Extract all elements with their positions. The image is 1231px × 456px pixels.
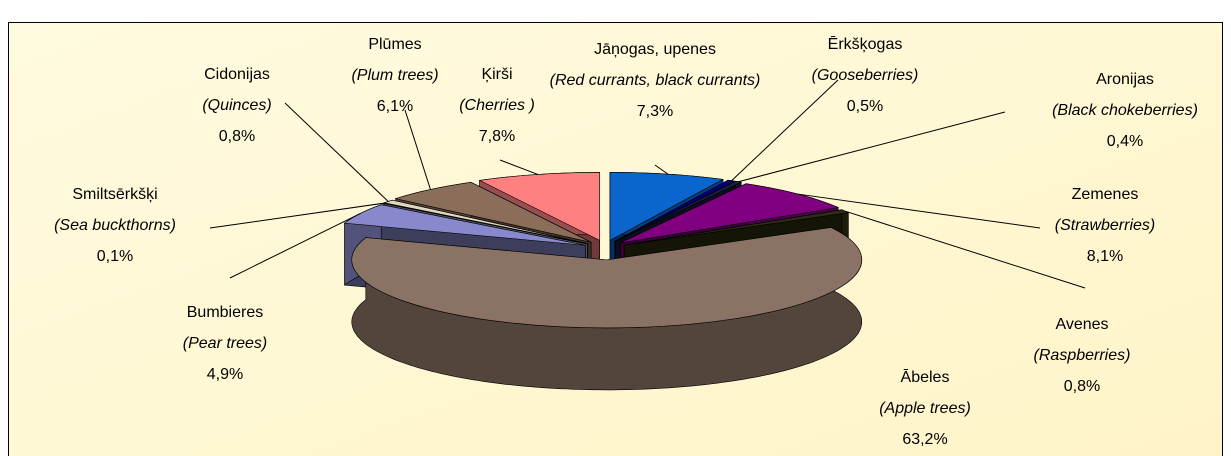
category-label: Ērkšķogas [828, 35, 903, 53]
pie-slice [478, 172, 600, 241]
value-label: 7,3% [637, 103, 673, 120]
leader-line [284, 102, 389, 202]
category-label: Ābeles [901, 368, 950, 386]
value-label: 8,1% [1087, 248, 1123, 265]
translation-label: (Raspberries) [1034, 347, 1131, 364]
translation-label: (Strawberries) [1055, 217, 1155, 234]
category-label: Plūmes [368, 36, 421, 53]
leader-line [797, 193, 1041, 229]
translation-label: (Quinces) [202, 97, 271, 114]
category-label: Avenes [1055, 316, 1108, 333]
pie-slice [351, 227, 863, 329]
value-label: 0,8% [1064, 378, 1100, 395]
category-label: Cidonijas [204, 66, 270, 83]
leader-line [229, 213, 361, 279]
category-label: Smiltsērkšķi [72, 186, 157, 203]
value-label: 6,1% [377, 98, 413, 115]
category-label: Bumbieres [187, 304, 263, 321]
value-label: 63,2% [902, 431, 947, 448]
pie-slice [615, 181, 743, 242]
translation-label: (Cherries ) [459, 97, 535, 114]
value-label: 4,9% [207, 366, 243, 383]
leader-line [654, 164, 669, 175]
leader-line [731, 79, 839, 182]
translation-label: (Apple trees) [879, 400, 971, 417]
category-label: Aronijas [1096, 71, 1154, 88]
translation-label: (Black chokeberries) [1052, 102, 1198, 119]
category-label: Zemenes [1072, 186, 1139, 203]
translation-label: (Plum trees) [351, 67, 438, 84]
value-label: 0,1% [97, 248, 133, 265]
value-label: 7,8% [479, 128, 515, 145]
labels: Jāņogas, upenes (Red currants, black curr… [54, 35, 1198, 448]
leader-line [499, 159, 538, 175]
leader-line [845, 210, 1086, 289]
pie-slice [343, 204, 586, 246]
leader-line [738, 111, 1006, 183]
value-label: 0,4% [1107, 133, 1143, 150]
value-label: 0,5% [847, 98, 883, 115]
leader-line [209, 202, 384, 229]
translation-label: (Pear trees) [183, 335, 267, 352]
translation-label: (Gooseberries) [812, 67, 919, 84]
leader-line [404, 109, 431, 190]
translation-label: (Sea buckthorns) [54, 217, 176, 234]
value-label: 0,8% [219, 128, 255, 145]
category-label: Ķirši [481, 66, 512, 83]
pie [343, 172, 863, 391]
category-label: Jāņogas, upenes [594, 41, 716, 58]
translation-label: (Red currants, black currants) [550, 72, 761, 89]
pie-slice [394, 182, 592, 243]
